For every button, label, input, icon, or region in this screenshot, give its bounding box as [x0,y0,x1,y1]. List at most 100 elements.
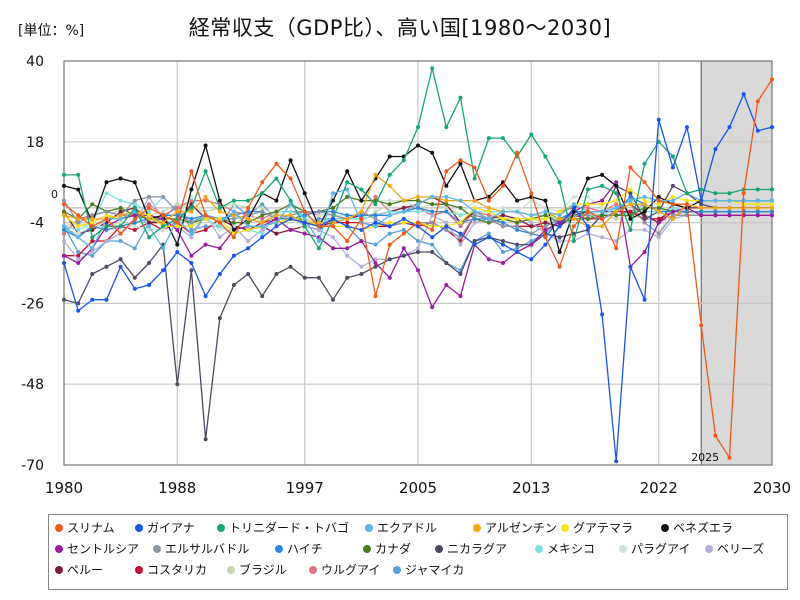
data-point [614,216,619,221]
data-point [614,209,619,214]
data-point [770,209,774,214]
data-point [260,213,265,218]
data-point [628,216,633,221]
y-tick-label: 18 [26,135,44,151]
data-point [104,209,109,214]
data-point [260,220,265,225]
data-point [444,224,449,229]
tick-labels: 1980 1988 1997 2005 2013 2022 2030 40 18 -4 -26 -48… [21,54,791,497]
data-point [302,231,307,236]
data-point [274,220,279,225]
data-point [316,227,321,232]
data-point [529,231,534,236]
data-point [656,231,661,236]
data-point [543,209,548,214]
data-point [132,275,137,280]
data-point [685,198,689,203]
data-point [670,213,675,218]
data-point [76,257,81,262]
data-point [670,209,675,214]
data-point [387,209,392,214]
data-point [161,227,166,232]
data-point [416,209,420,214]
data-point [203,216,208,221]
data-point [345,180,350,185]
data-point [656,235,661,240]
legend-item: ウルグアイ [309,562,380,578]
legend-label: メキシコ [547,542,596,556]
data-point [345,220,350,225]
data-point [699,198,704,203]
data-point [600,224,605,229]
data-point [444,202,449,207]
data-point [189,235,194,240]
data-point [685,125,689,130]
data-point [472,239,477,243]
data-point [501,220,505,225]
data-point [274,216,279,221]
data-point [189,253,194,258]
data-point [161,268,166,273]
data-point [132,246,137,251]
data-point [189,261,194,265]
data-point [387,183,392,188]
data-point [302,209,307,214]
data-point [90,224,95,229]
data-point [231,235,236,240]
unit-label: [単位：%] [18,23,85,39]
data-point [118,257,123,262]
data-point [132,220,137,225]
y-tick-label: -26 [21,296,44,312]
data-point [685,202,689,207]
data-point [118,239,123,243]
data-point [585,202,590,207]
data-point [345,213,350,218]
data-point [260,209,265,214]
data-point [62,209,66,214]
data-point [302,275,307,280]
data-point [515,220,520,225]
data-point [387,242,392,247]
data-point [147,283,151,287]
data-point [90,246,95,251]
data-point [118,198,123,203]
data-point [76,172,81,177]
data-point [161,220,166,225]
data-point [203,194,208,199]
data-point [543,213,548,218]
data-point [62,224,66,229]
data-point [231,202,236,207]
data-point [62,213,66,218]
data-point [486,198,491,203]
data-point [713,213,718,218]
data-point [614,180,619,185]
data-point [416,220,420,225]
data-point [175,202,180,207]
forecast-label: 2025 [691,451,719,464]
data-point [755,213,760,218]
legend-marker [135,524,143,532]
data-point [600,312,605,317]
data-point [217,235,222,240]
legend-marker [227,566,235,574]
data-point [260,180,265,185]
data-point [246,216,251,221]
legend-item: ペルー [55,562,103,578]
data-point [571,205,576,210]
data-point [90,253,95,258]
data-point [670,205,675,210]
data-point [260,294,265,299]
data-point [529,242,534,247]
data-point [670,165,675,170]
data-point [359,264,364,269]
data-point [670,154,675,159]
data-point [713,433,718,438]
legend-marker [705,545,713,553]
legend-label: ペルー [67,563,104,577]
data-point [373,294,378,299]
legend-label: セントルシア [67,542,140,556]
data-point [472,165,477,170]
data-point [770,213,774,218]
data-point [543,224,548,229]
